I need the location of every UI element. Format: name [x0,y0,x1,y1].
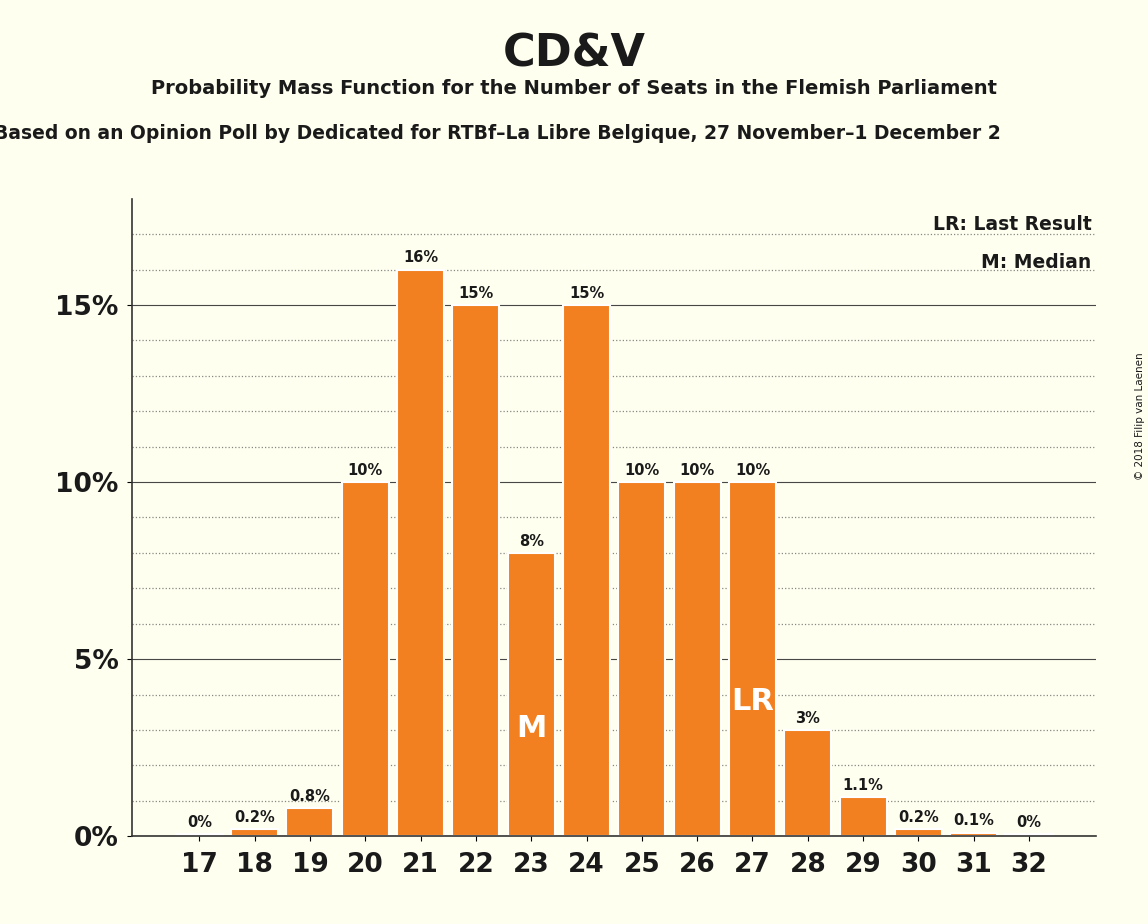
Text: LR: LR [731,687,774,716]
Text: 1.1%: 1.1% [843,778,884,793]
Bar [729,482,776,836]
Text: M: Median: M: Median [982,253,1092,272]
Bar [176,834,223,836]
Bar [287,808,333,836]
Text: 8%: 8% [519,533,544,549]
Bar [619,482,666,836]
Bar [507,553,554,836]
Bar [951,833,998,836]
Text: 10%: 10% [348,463,383,478]
Text: Probability Mass Function for the Number of Seats in the Flemish Parliament: Probability Mass Function for the Number… [152,79,996,98]
Text: 0%: 0% [1016,815,1041,830]
Bar [563,305,610,836]
Bar [895,829,941,836]
Text: 0%: 0% [187,815,212,830]
Text: CD&V: CD&V [503,32,645,76]
Text: 15%: 15% [458,286,494,300]
Bar [784,730,831,836]
Text: 10%: 10% [735,463,770,478]
Text: 10%: 10% [625,463,659,478]
Text: 16%: 16% [403,250,439,265]
Text: M: M [517,714,546,743]
Text: 10%: 10% [680,463,715,478]
Text: LR: Last Result: LR: Last Result [933,214,1092,234]
Text: 15%: 15% [569,286,604,300]
Text: 0.2%: 0.2% [234,809,276,825]
Text: 0.8%: 0.8% [289,788,331,804]
Bar [397,270,444,836]
Bar [839,797,886,836]
Bar [452,305,499,836]
Text: 3%: 3% [796,711,820,725]
Bar [231,829,278,836]
Text: Based on an Opinion Poll by Dedicated for RTBf–La Libre Belgique, 27 November–1 : Based on an Opinion Poll by Dedicated fo… [0,124,1001,143]
Text: 0.1%: 0.1% [953,813,994,829]
Bar [1006,834,1053,836]
Bar [342,482,389,836]
Bar [674,482,721,836]
Text: 0.2%: 0.2% [898,809,939,825]
Text: © 2018 Filip van Laenen: © 2018 Filip van Laenen [1135,352,1145,480]
